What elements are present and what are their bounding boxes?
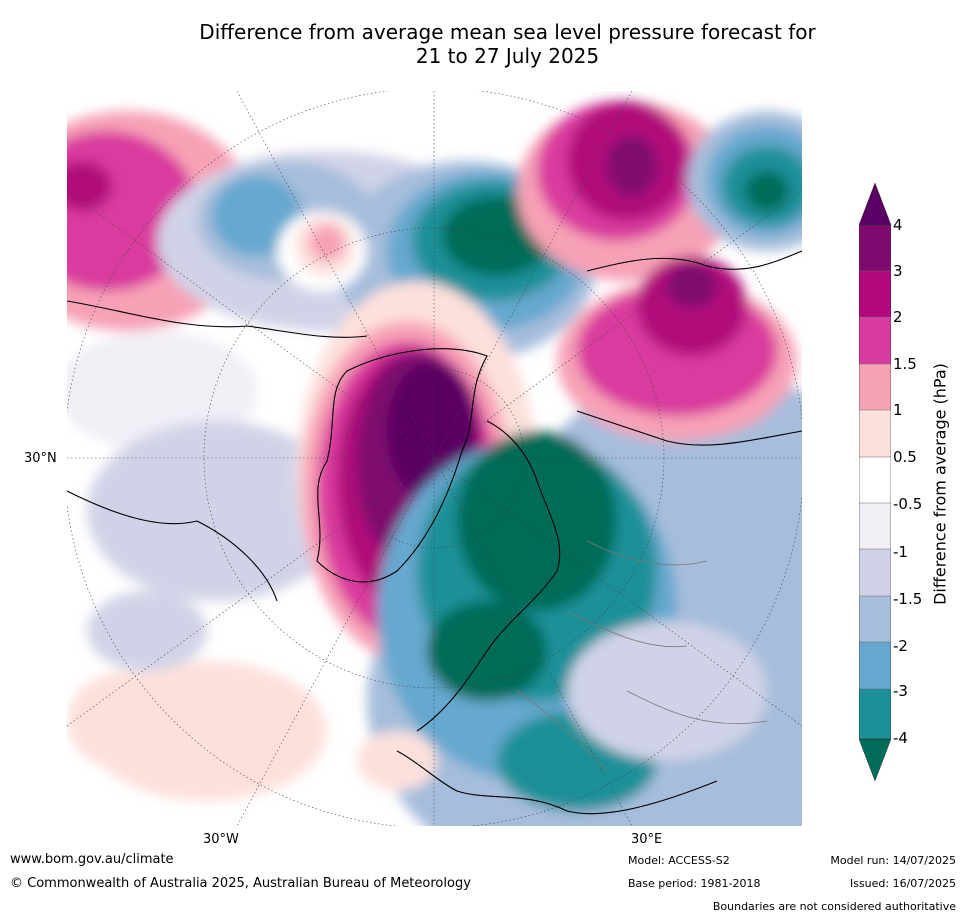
boundaries-note: Boundaries are not considered authoritat…	[712, 900, 956, 913]
pressure-anomaly-map	[67, 91, 802, 826]
colorbar-bin-neg1-neg1.5	[859, 549, 891, 596]
copyright-text: © Commonwealth of Australia 2025, Austra…	[10, 876, 471, 891]
lon-label-30w: 30°W	[203, 832, 239, 847]
coastlines	[67, 250, 802, 815]
colorbar-bin-3-4	[859, 225, 891, 271]
colorbar-tick-label: 4	[893, 216, 903, 234]
colorbar-tick-label: -2	[893, 637, 908, 655]
colorbar-tick-label: 1	[893, 401, 903, 419]
title-line-1: Difference from average mean sea level p…	[199, 20, 816, 44]
country-boundaries	[516, 540, 768, 772]
colorbar-tick-label: -4	[893, 729, 908, 747]
base-period-text: Base period: 1981-2018	[628, 877, 761, 890]
colorbar-tick-label: 2	[893, 308, 903, 326]
colorbar-bin-1-1.5	[859, 364, 891, 410]
map-title: Difference from average mean sea level p…	[0, 20, 965, 68]
colorbar-tick-label: 0.5	[893, 448, 917, 466]
colorbar-bin-neg1.5-neg2	[859, 596, 891, 642]
colorbar-title: Difference from average (hPa)	[930, 363, 950, 605]
colorbar-bin-neutral	[859, 457, 891, 503]
anomaly-shading	[67, 101, 802, 826]
colorbar-bin-neg0.5-neg1	[859, 503, 891, 549]
colorbar-tick-label: -1	[893, 543, 908, 561]
model-run-text: Model run: 14/07/2025	[830, 854, 956, 867]
model-text: Model: ACCESS-S2	[628, 854, 730, 867]
website-link[interactable]: www.bom.gov.au/climate	[10, 852, 174, 867]
map-canvas	[67, 91, 802, 826]
colorbar	[859, 183, 891, 781]
lon-label-30e: 30°E	[631, 832, 663, 847]
colorbar-extend-bottom	[859, 738, 891, 781]
colorbar-bin-0.5-1	[859, 410, 891, 457]
colorbar-tick-label: 3	[893, 262, 903, 280]
issued-text: Issued: 16/07/2025	[849, 877, 956, 890]
colorbar-tick-label: -3	[893, 682, 908, 700]
colorbar-bin-neg3-neg4	[859, 689, 891, 739]
colorbar-tick-label: -0.5	[893, 495, 923, 513]
lat-label-30n: 30°N	[24, 451, 57, 466]
colorbar-extend-top	[859, 183, 891, 226]
colorbar-tick-label: 1.5	[893, 355, 917, 373]
title-line-2: 21 to 27 July 2025	[415, 44, 600, 68]
colorbar-bin-2-3	[859, 271, 891, 317]
colorbar-bin-neg2-neg3	[859, 642, 891, 689]
graticule	[67, 91, 802, 826]
colorbar-bin-1.5-2	[859, 317, 891, 364]
colorbar-tick-label: -1.5	[893, 590, 923, 608]
